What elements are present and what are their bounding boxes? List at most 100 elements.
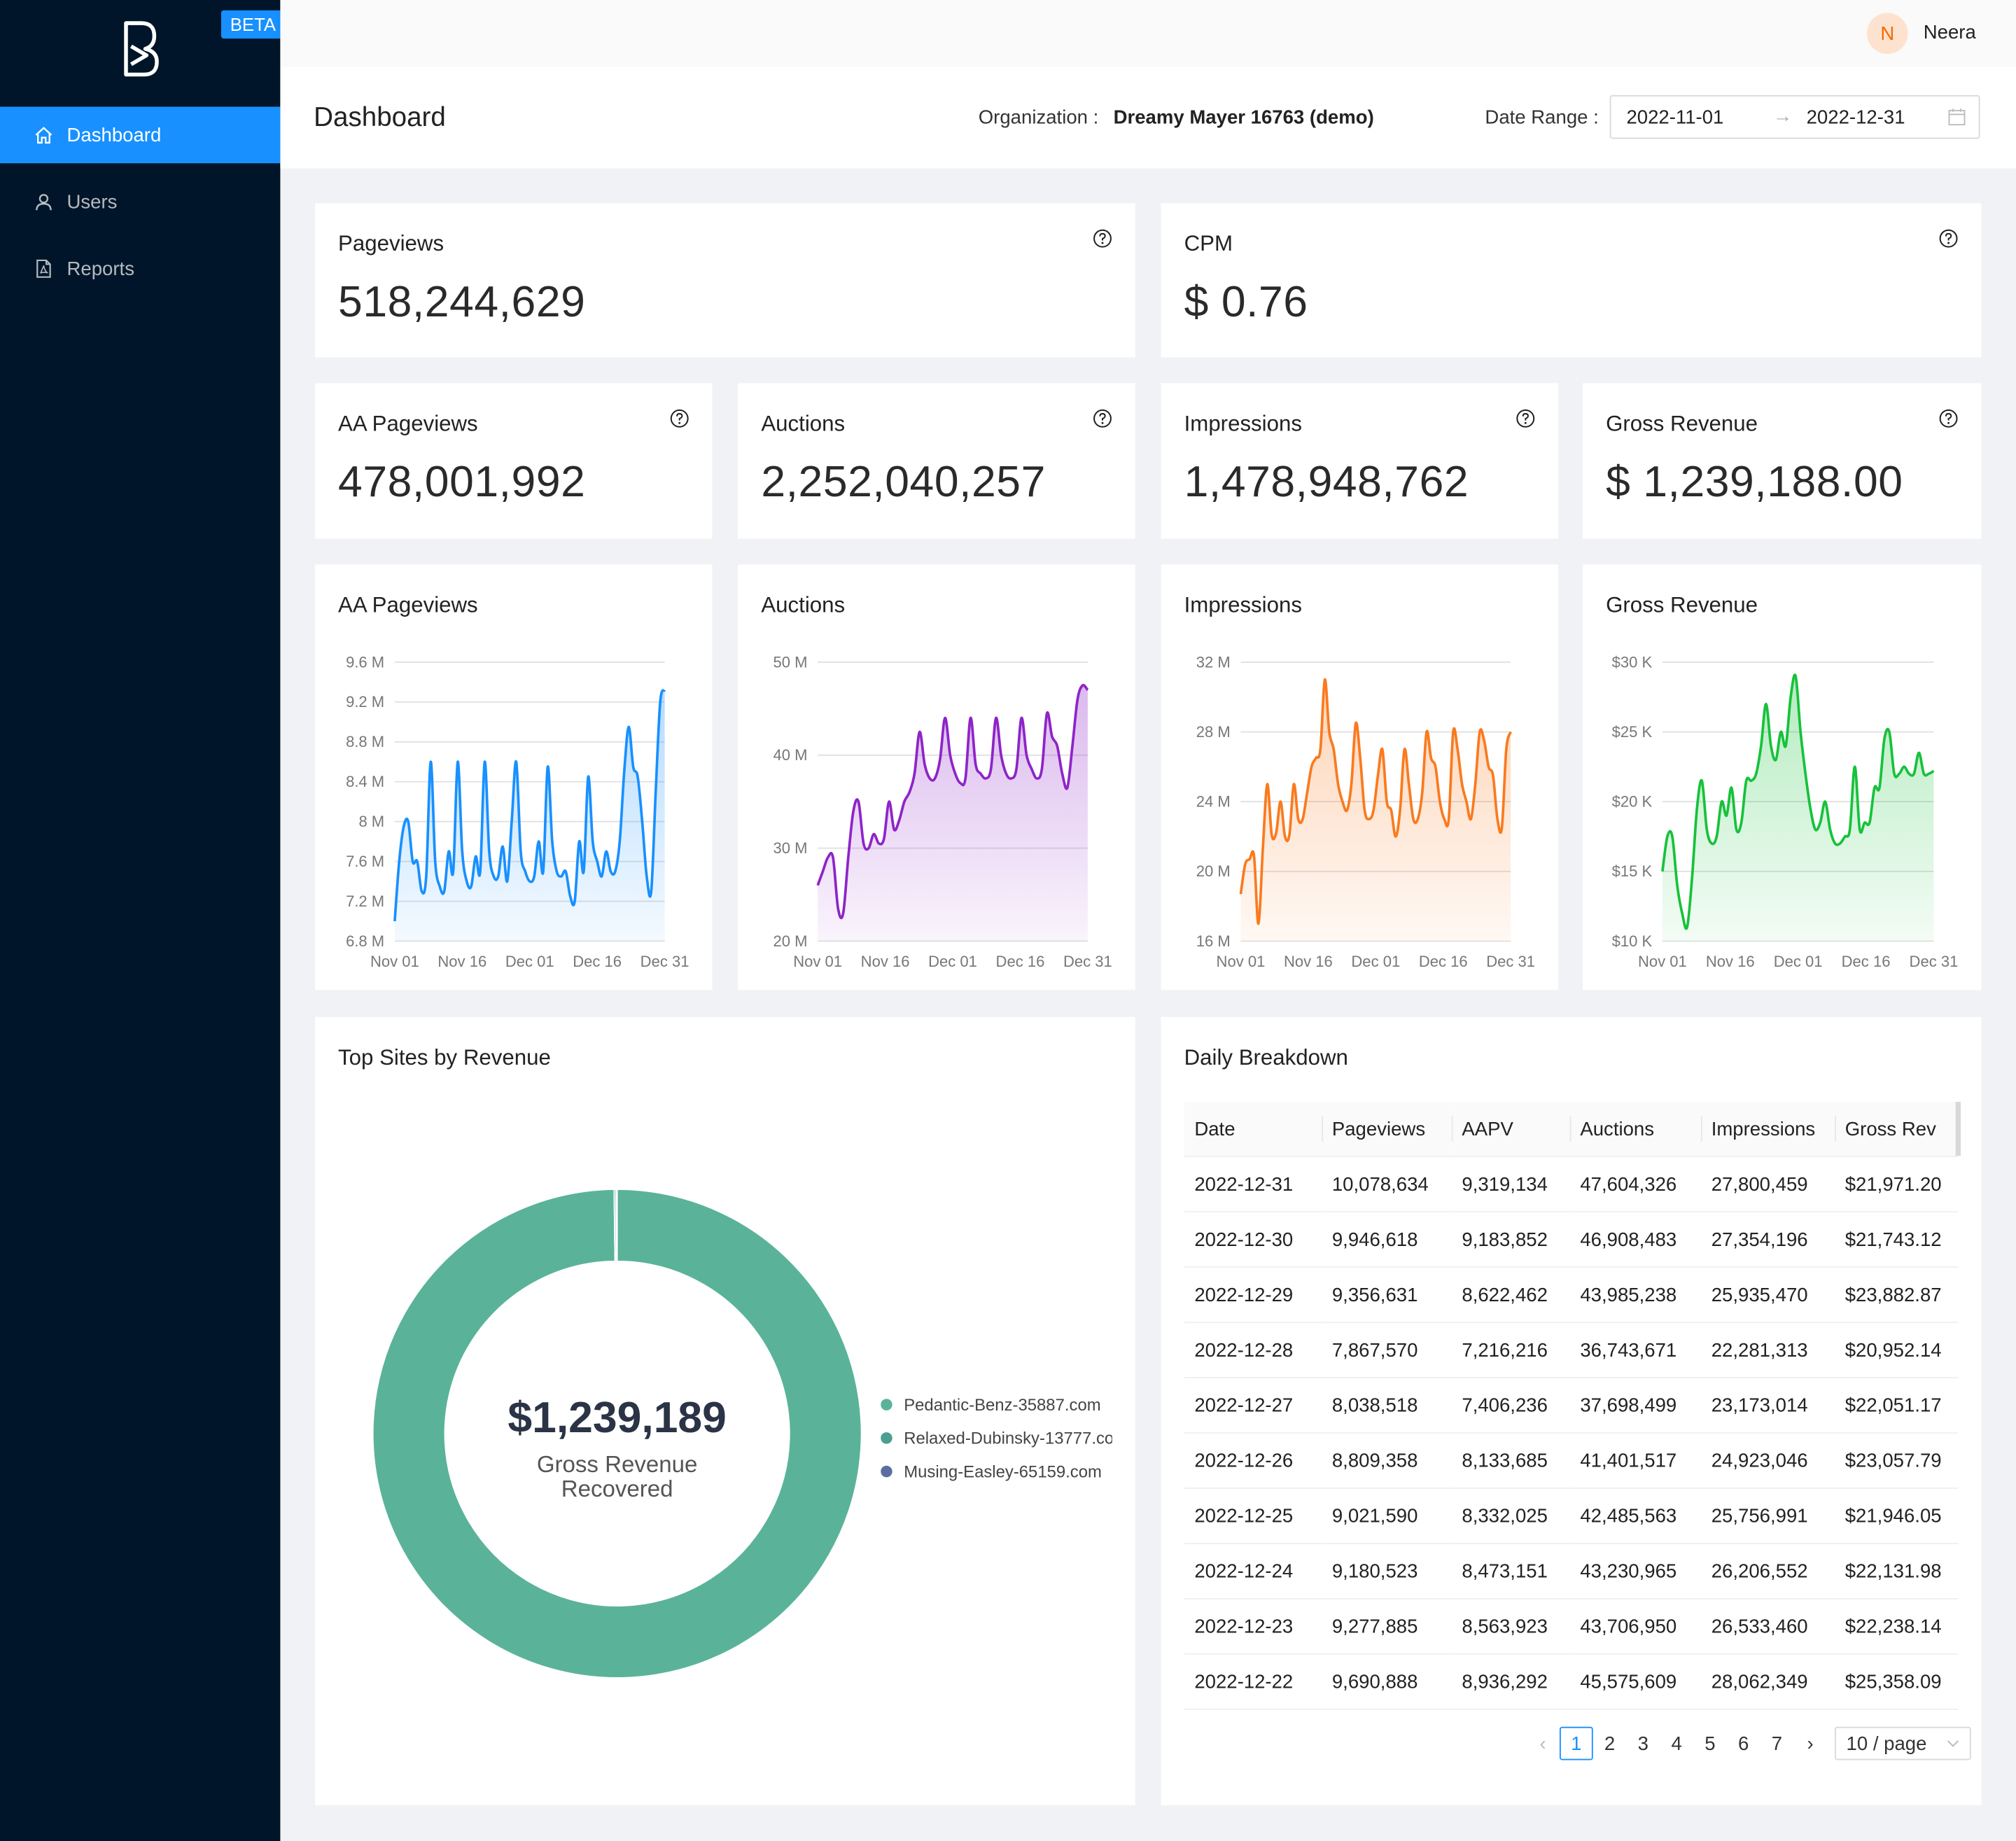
- x-tick-label: Dec 16: [1842, 953, 1891, 970]
- cell-pageviews: 9,277,885: [1322, 1598, 1452, 1655]
- cell-gross-rev: $22,051.17: [1835, 1378, 1959, 1434]
- legend-dot: [881, 1432, 892, 1443]
- chart-title: Auctions: [761, 592, 846, 617]
- top-sites-card: Top Sites by Revenue $1,239,189 Gross Re…: [315, 1016, 1135, 1805]
- aa-pageviews-chart-card: AA Pageviews 6.8 M 7.2 M 7.6 M 8 M 8.4 M 8.8 …: [315, 564, 713, 990]
- column-header-label: Gross Rev: [1844, 1118, 1936, 1140]
- cell-aapv: 8,133,685: [1451, 1433, 1570, 1489]
- table-row[interactable]: 2022-12-22 9,690,888 8,936,292 45,575,609 28…: [1184, 1653, 1959, 1710]
- gross-revenue-chart-card: Gross Revenue $10 K $15 K $20 K $25 K $30 K N…: [1583, 564, 1982, 990]
- card-title: Auctions: [761, 411, 846, 436]
- series-area: [1662, 675, 1934, 941]
- cell-auctions: 41,401,517: [1569, 1433, 1701, 1489]
- question-circle-icon[interactable]: [670, 409, 690, 428]
- calendar-icon[interactable]: [1948, 108, 1966, 126]
- donut-slice[interactable]: [372, 1189, 862, 1679]
- y-tick-label: 16 M: [1196, 932, 1231, 950]
- question-circle-icon[interactable]: [1516, 409, 1536, 428]
- cell-auctions: 46,908,483: [1569, 1212, 1701, 1268]
- x-tick-label: Dec 16: [1419, 953, 1468, 970]
- page-size-select[interactable]: 10 / page: [1835, 1726, 1971, 1760]
- column-header-pageviews[interactable]: Pageviews: [1322, 1102, 1452, 1158]
- y-tick-label: 6.8 M: [346, 932, 384, 950]
- sidebar-item-users[interactable]: Users: [0, 174, 280, 230]
- cell-aapv: 8,936,292: [1451, 1653, 1570, 1710]
- series-line[interactable]: [1661, 673, 1935, 930]
- column-header-label: Pageviews: [1331, 1118, 1426, 1140]
- table-row[interactable]: 2022-12-27 8,038,518 7,406,236 37,698,499 23…: [1184, 1378, 1959, 1434]
- question-circle-icon[interactable]: [1939, 409, 1959, 428]
- card-title: Impressions: [1184, 411, 1302, 436]
- series-line[interactable]: [1239, 678, 1512, 925]
- x-tick-label: Nov 16: [438, 953, 486, 970]
- cell-pageviews: 9,021,590: [1322, 1488, 1452, 1544]
- table-row[interactable]: 2022-12-30 9,946,618 9,183,852 46,908,483 27…: [1184, 1212, 1959, 1268]
- x-tick-label: Nov 16: [1706, 953, 1755, 970]
- cell-date: 2022-12-29: [1184, 1267, 1322, 1323]
- legend-item[interactable]: Musing-Easley-65159.com: [881, 1454, 1112, 1488]
- pagination-page-4[interactable]: 4: [1671, 1732, 1682, 1755]
- pagination: ‹ 1 2 3 4 5 6 7 › 10 / page: [1526, 1726, 1971, 1760]
- column-header-impressions[interactable]: Impressions: [1701, 1102, 1835, 1158]
- legend-item[interactable]: Relaxed-Dubinsky-13777.com: [881, 1421, 1112, 1455]
- pagination-next-button[interactable]: ›: [1807, 1732, 1814, 1755]
- home-icon: [35, 127, 52, 144]
- date-range-picker[interactable]: 2022-11-01 → 2022-12-31: [1609, 94, 1980, 139]
- pagination-prev-button[interactable]: ‹: [1539, 1732, 1546, 1755]
- date-range-start[interactable]: 2022-11-01: [1626, 106, 1724, 129]
- legend-dot: [881, 1464, 892, 1477]
- sidebar-item-reports[interactable]: Reports: [0, 240, 280, 297]
- legend-label: Musing-Easley-65159.com: [904, 1461, 1102, 1480]
- column-header-aapv[interactable]: AAPV: [1451, 1102, 1570, 1158]
- y-tick-label: $20 K: [1612, 793, 1653, 811]
- series-line[interactable]: [816, 683, 1089, 920]
- auctions-chart-card: Auctions 20 M 30 M 40 M 50 M Nov 01 Nov 16 Dec…: [738, 564, 1135, 990]
- legend-item[interactable]: Pedantic-Benz-35887.com: [881, 1387, 1112, 1421]
- table-row[interactable]: 2022-12-29 9,356,631 8,622,462 43,985,238 25…: [1184, 1267, 1959, 1323]
- series-line[interactable]: [393, 689, 666, 922]
- donut-slice[interactable]: [615, 1189, 618, 1262]
- date-range-end[interactable]: 2022-12-31: [1806, 106, 1905, 129]
- table-row[interactable]: 2022-12-23 9,277,885 8,563,923 43,706,950 26…: [1184, 1598, 1959, 1655]
- column-header-label: AAPV: [1462, 1118, 1513, 1140]
- pagination-page-5[interactable]: 5: [1704, 1732, 1716, 1755]
- brand-logo-icon[interactable]: [113, 18, 164, 80]
- date-range-label: Date Range :: [1485, 106, 1599, 129]
- y-tick-label: 20 M: [1196, 862, 1231, 880]
- cell-aapv: 8,622,462: [1451, 1267, 1570, 1323]
- card-value: 518,244,629: [338, 277, 586, 327]
- pagination-page-6[interactable]: 6: [1737, 1732, 1749, 1755]
- x-tick-label: Dec 31: [1063, 953, 1112, 970]
- sidebar-item-label: Reports: [66, 258, 134, 280]
- column-header-date[interactable]: Date: [1184, 1102, 1322, 1158]
- avatar[interactable]: N: [1866, 13, 1908, 55]
- gross-revenue-card: Gross Revenue $ 1,239,188.00: [1583, 383, 1982, 539]
- table-row[interactable]: 2022-12-26 8,809,358 8,133,685 41,401,517 24…: [1184, 1433, 1959, 1489]
- column-header-label: Impressions: [1711, 1118, 1816, 1140]
- card-title: AA Pageviews: [338, 411, 478, 436]
- pagination-page-1[interactable]: 1: [1559, 1726, 1593, 1760]
- question-circle-icon[interactable]: [1093, 409, 1112, 428]
- aa-pageviews-chart: 6.8 M 7.2 M 7.6 M 8 M 8.4 M 8.8 M 9.2 M 9.6 M No…: [346, 653, 689, 970]
- donut-caption-line2: Recovered: [561, 1476, 673, 1502]
- column-header-auctions[interactable]: Auctions: [1569, 1102, 1701, 1158]
- column-divider: [1451, 1116, 1453, 1142]
- sidebar-item-dashboard[interactable]: Dashboard: [0, 106, 281, 164]
- table-row[interactable]: 2022-12-31 10,078,634 9,319,134 47,604,326 2…: [1184, 1156, 1959, 1213]
- table-row[interactable]: 2022-12-24 9,180,523 8,473,151 43,230,965 26…: [1184, 1544, 1959, 1600]
- y-tick-label: 28 M: [1196, 723, 1231, 741]
- table-row[interactable]: 2022-12-28 7,867,570 7,216,216 36,743,671 22…: [1184, 1322, 1959, 1378]
- user-name[interactable]: Neera: [1923, 22, 1976, 44]
- y-tick-label: 50 M: [773, 653, 807, 671]
- pagination-page-7[interactable]: 7: [1771, 1732, 1783, 1755]
- cell-auctions: 43,985,238: [1569, 1267, 1701, 1323]
- table-row[interactable]: 2022-12-25 9,021,590 8,332,025 42,485,563 25…: [1184, 1488, 1959, 1544]
- question-circle-icon[interactable]: [1939, 229, 1959, 248]
- pagination-page-3[interactable]: 3: [1637, 1732, 1649, 1755]
- question-circle-icon[interactable]: [1093, 229, 1112, 248]
- legend-dot: [881, 1398, 892, 1410]
- column-header-gross-rev[interactable]: Gross Rev: [1835, 1102, 1959, 1158]
- card-value: 1,478,948,762: [1184, 457, 1469, 507]
- pagination-page-2[interactable]: 2: [1604, 1732, 1616, 1755]
- column-divider: [1322, 1116, 1323, 1142]
